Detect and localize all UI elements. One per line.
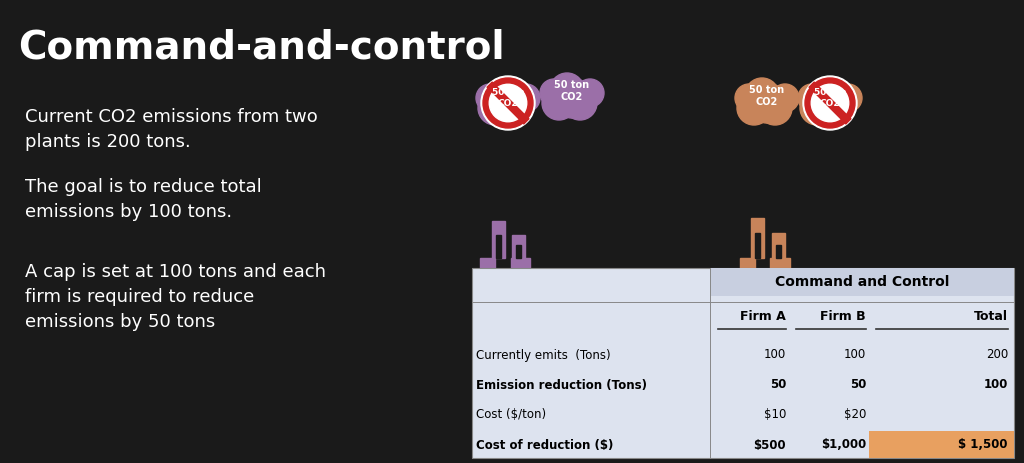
Polygon shape [512,235,525,258]
Circle shape [771,84,799,112]
Circle shape [758,91,792,125]
Text: Current CO2 emissions from two
plants is 200 tons.: Current CO2 emissions from two plants is… [25,108,317,151]
Circle shape [805,78,855,128]
Circle shape [800,91,834,125]
Polygon shape [740,258,857,401]
Polygon shape [755,233,760,258]
Text: $1,000: $1,000 [821,438,866,451]
Circle shape [486,78,520,112]
Circle shape [575,79,604,107]
Circle shape [540,79,568,107]
Text: $20: $20 [844,408,866,421]
Circle shape [737,91,771,125]
FancyBboxPatch shape [869,431,1014,458]
Text: Firm B: Firm B [772,364,828,382]
Circle shape [803,76,857,130]
Circle shape [563,86,597,120]
Text: 50: 50 [770,378,786,392]
Polygon shape [772,233,785,258]
Polygon shape [751,218,764,258]
Circle shape [808,78,842,112]
Circle shape [798,84,826,112]
Text: Command-and-control: Command-and-control [18,28,505,66]
Text: The goal is to reduce total
emissions by 100 tons.: The goal is to reduce total emissions by… [25,178,262,221]
Text: 50 ton
CO2: 50 ton CO2 [750,85,784,107]
Circle shape [542,86,575,120]
Circle shape [745,78,779,112]
Circle shape [481,76,535,130]
Text: 100: 100 [984,378,1008,392]
Circle shape [488,83,528,123]
Text: 50 ton
CO2: 50 ton CO2 [814,88,846,108]
FancyBboxPatch shape [472,268,1014,458]
Text: Firm A: Firm A [509,364,565,382]
Text: Command and Control: Command and Control [775,275,949,289]
Circle shape [489,84,526,122]
Text: Firm B: Firm B [820,309,866,323]
Text: $10: $10 [764,408,786,421]
Text: 50 ton
CO2: 50 ton CO2 [554,80,590,102]
Polygon shape [496,235,501,258]
Circle shape [810,83,850,123]
Text: Firm A: Firm A [740,309,786,323]
Circle shape [476,84,504,112]
Text: 50: 50 [850,378,866,392]
Circle shape [811,84,849,122]
Circle shape [512,84,540,112]
FancyBboxPatch shape [710,268,1014,296]
Circle shape [478,91,512,125]
Polygon shape [776,245,781,258]
Text: Total: Total [974,309,1008,323]
Text: Cost of reduction ($): Cost of reduction ($) [476,438,613,451]
Circle shape [821,91,855,125]
Circle shape [552,78,592,118]
Circle shape [483,78,534,128]
Circle shape [746,83,787,123]
Text: $ 1,500: $ 1,500 [958,438,1008,451]
Text: 100: 100 [764,349,786,362]
Polygon shape [492,221,505,258]
Text: A cap is set at 100 tons and each
firm is required to reduce
emissions by 50 ton: A cap is set at 100 tons and each firm i… [25,263,326,331]
Text: Emission reduction (Tons): Emission reduction (Tons) [476,378,647,392]
Text: Currently emits  (Tons): Currently emits (Tons) [476,349,610,362]
Circle shape [735,84,763,112]
Text: 50 ton
CO2: 50 ton CO2 [492,88,524,108]
Text: Cost ($/ton): Cost ($/ton) [476,408,546,421]
Circle shape [550,73,584,107]
Circle shape [834,84,862,112]
Text: $500: $500 [754,438,786,451]
Polygon shape [516,245,521,258]
Text: 200: 200 [986,349,1008,362]
Text: 100: 100 [844,349,866,362]
Circle shape [499,91,534,125]
Polygon shape [480,258,593,401]
